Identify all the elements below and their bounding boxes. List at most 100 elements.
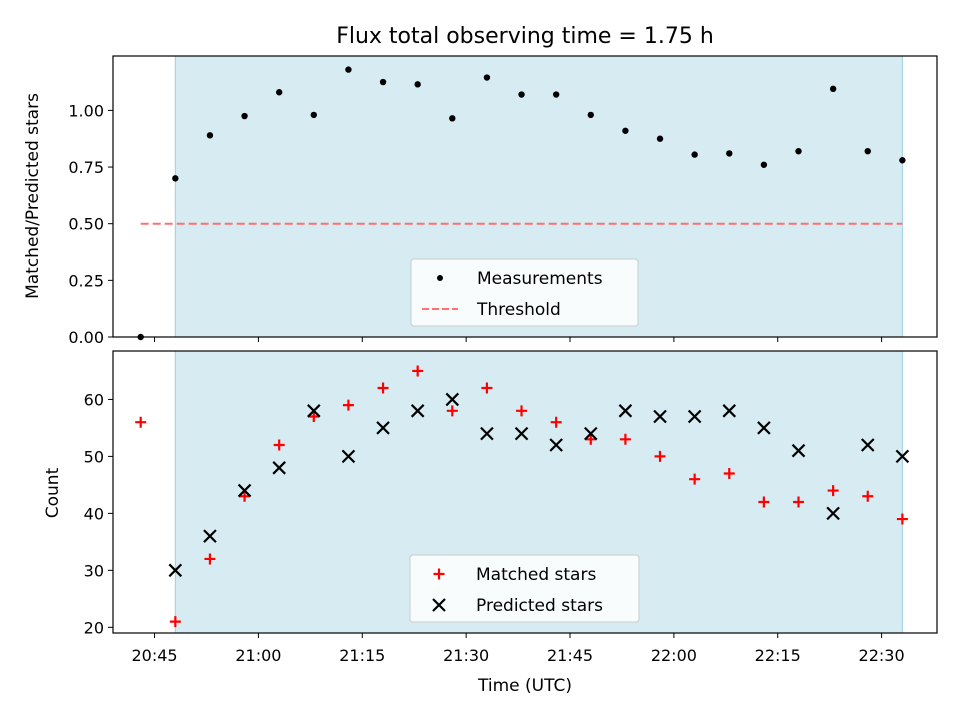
predicted-star-point (203, 529, 217, 543)
measurement-point (518, 91, 525, 98)
bottom-legend-label: Predicted stars (476, 596, 603, 616)
matched-star-point (204, 553, 216, 565)
predicted-star-point (514, 426, 529, 441)
matched-star-point (481, 382, 493, 394)
predicted-star-point (549, 438, 563, 452)
bottom-x-tick-label: 22:15 (755, 646, 801, 665)
bottom-x-tick-label: 22:00 (651, 646, 697, 665)
matched-star-point (585, 433, 597, 445)
top-legend-label: Measurements (477, 269, 603, 289)
top-legend-box (410, 258, 639, 327)
measurement-point (172, 175, 179, 182)
predicted-star-point (480, 426, 494, 441)
top-y-tick-label: 0.25 (68, 271, 104, 290)
measurement-point (483, 74, 491, 81)
bottom-x-tick-label: 22:30 (859, 646, 905, 665)
top-y-tick-label: 1.00 (68, 101, 104, 120)
predicted-star-point (687, 409, 702, 424)
predicted-star-point (791, 443, 806, 458)
bottom-x-tick-label: 21:00 (235, 646, 281, 665)
bottom-x-tick-label: 21:15 (339, 646, 385, 665)
measurement-point (622, 127, 629, 134)
bottom-y-axis-label: Count (43, 467, 63, 518)
bottom-y-tick-label: 50 (84, 447, 104, 466)
matched-star-point (793, 496, 805, 508)
matched-star-point (827, 485, 839, 497)
matched-star-point (273, 439, 285, 451)
predicted-star-point (237, 483, 252, 498)
measurement-point (864, 147, 871, 155)
top-y-tick-label: 0.50 (68, 215, 104, 234)
predicted-star-point (376, 421, 390, 435)
measurement-point (829, 85, 837, 93)
predicted-star-point (826, 506, 840, 521)
bottom-x-tick-label: 20:45 (131, 646, 177, 665)
chart-title: Flux total observing time = 1.75 h (336, 24, 714, 49)
top-panel: 0.00 0.25 0.50 0.75 1.00 Measurements Threshol… (68, 55, 938, 347)
predicted-star-point (307, 404, 321, 418)
matched-star-point (862, 490, 874, 502)
matched-star-point (342, 399, 354, 411)
top-axes-frame (112, 55, 938, 338)
predicted-star-point (445, 392, 460, 407)
measurement-point (310, 111, 318, 119)
measurement-point (795, 147, 802, 155)
measurement-point (379, 78, 387, 86)
matched-star-point (654, 450, 666, 462)
matched-star-point (896, 513, 908, 525)
bottom-panel: 20 30 40 50 60 20:45 21:00 21:15 21:30 21:45 22:00… (84, 350, 938, 665)
x-axis-label: Time (UTC) (477, 676, 572, 696)
predicted-star-point (860, 438, 875, 452)
measurement-point (206, 132, 214, 139)
matched-star-point (308, 411, 320, 423)
bottom-legend-marker (432, 598, 446, 612)
bottom-x-tick-label: 21:30 (443, 646, 489, 665)
matched-star-point (689, 473, 701, 485)
predicted-star-point (618, 404, 633, 418)
top-y-tick-label: 0.00 (68, 328, 104, 347)
predicted-star-point (757, 421, 771, 435)
matched-star-point (377, 382, 389, 394)
measurement-point (552, 91, 560, 98)
bottom-y-tick-label: 30 (84, 561, 104, 580)
bottom-legend-box (409, 554, 640, 623)
predicted-star-point (168, 563, 183, 578)
measurement-point (275, 89, 283, 96)
measurement-point (449, 115, 456, 122)
matched-star-point (516, 405, 528, 417)
matched-star-point (619, 433, 631, 445)
bottom-axes-frame (112, 350, 938, 634)
measurement-point (345, 66, 352, 73)
bottom-y-tick-label: 40 (84, 504, 104, 523)
bottom-legend-marker (433, 568, 445, 580)
predicted-star-point (895, 449, 910, 464)
matched-star-point (446, 405, 458, 417)
predicted-star-point (341, 449, 356, 464)
top-legend-label: Threshold (476, 300, 561, 320)
bottom-y-tick-label: 20 (84, 618, 104, 637)
top-y-tick-label: 0.75 (68, 158, 104, 177)
matched-star-point (169, 616, 181, 628)
matched-star-point (723, 467, 735, 479)
measurement-point (241, 112, 248, 120)
bottom-x-tick-label: 21:45 (547, 646, 593, 665)
bottom-y-tick-label: 60 (84, 390, 104, 409)
measurement-point (656, 135, 664, 142)
measurement-point (587, 111, 594, 119)
measurement-point (760, 161, 768, 168)
matched-star-point (758, 496, 770, 508)
predicted-star-point (584, 426, 598, 441)
predicted-star-point (410, 404, 425, 418)
predicted-star-point (272, 461, 286, 475)
matched-star-point (550, 416, 562, 428)
measurement-point (691, 151, 698, 158)
top-legend-marker (437, 275, 443, 281)
predicted-star-point (653, 409, 667, 424)
measurement-point (414, 81, 421, 88)
matched-star-point (239, 490, 251, 502)
bottom-legend-label: Matched stars (476, 565, 596, 585)
measurement-point (726, 150, 733, 157)
matched-star-point (412, 365, 424, 377)
measurement-point (899, 157, 906, 164)
